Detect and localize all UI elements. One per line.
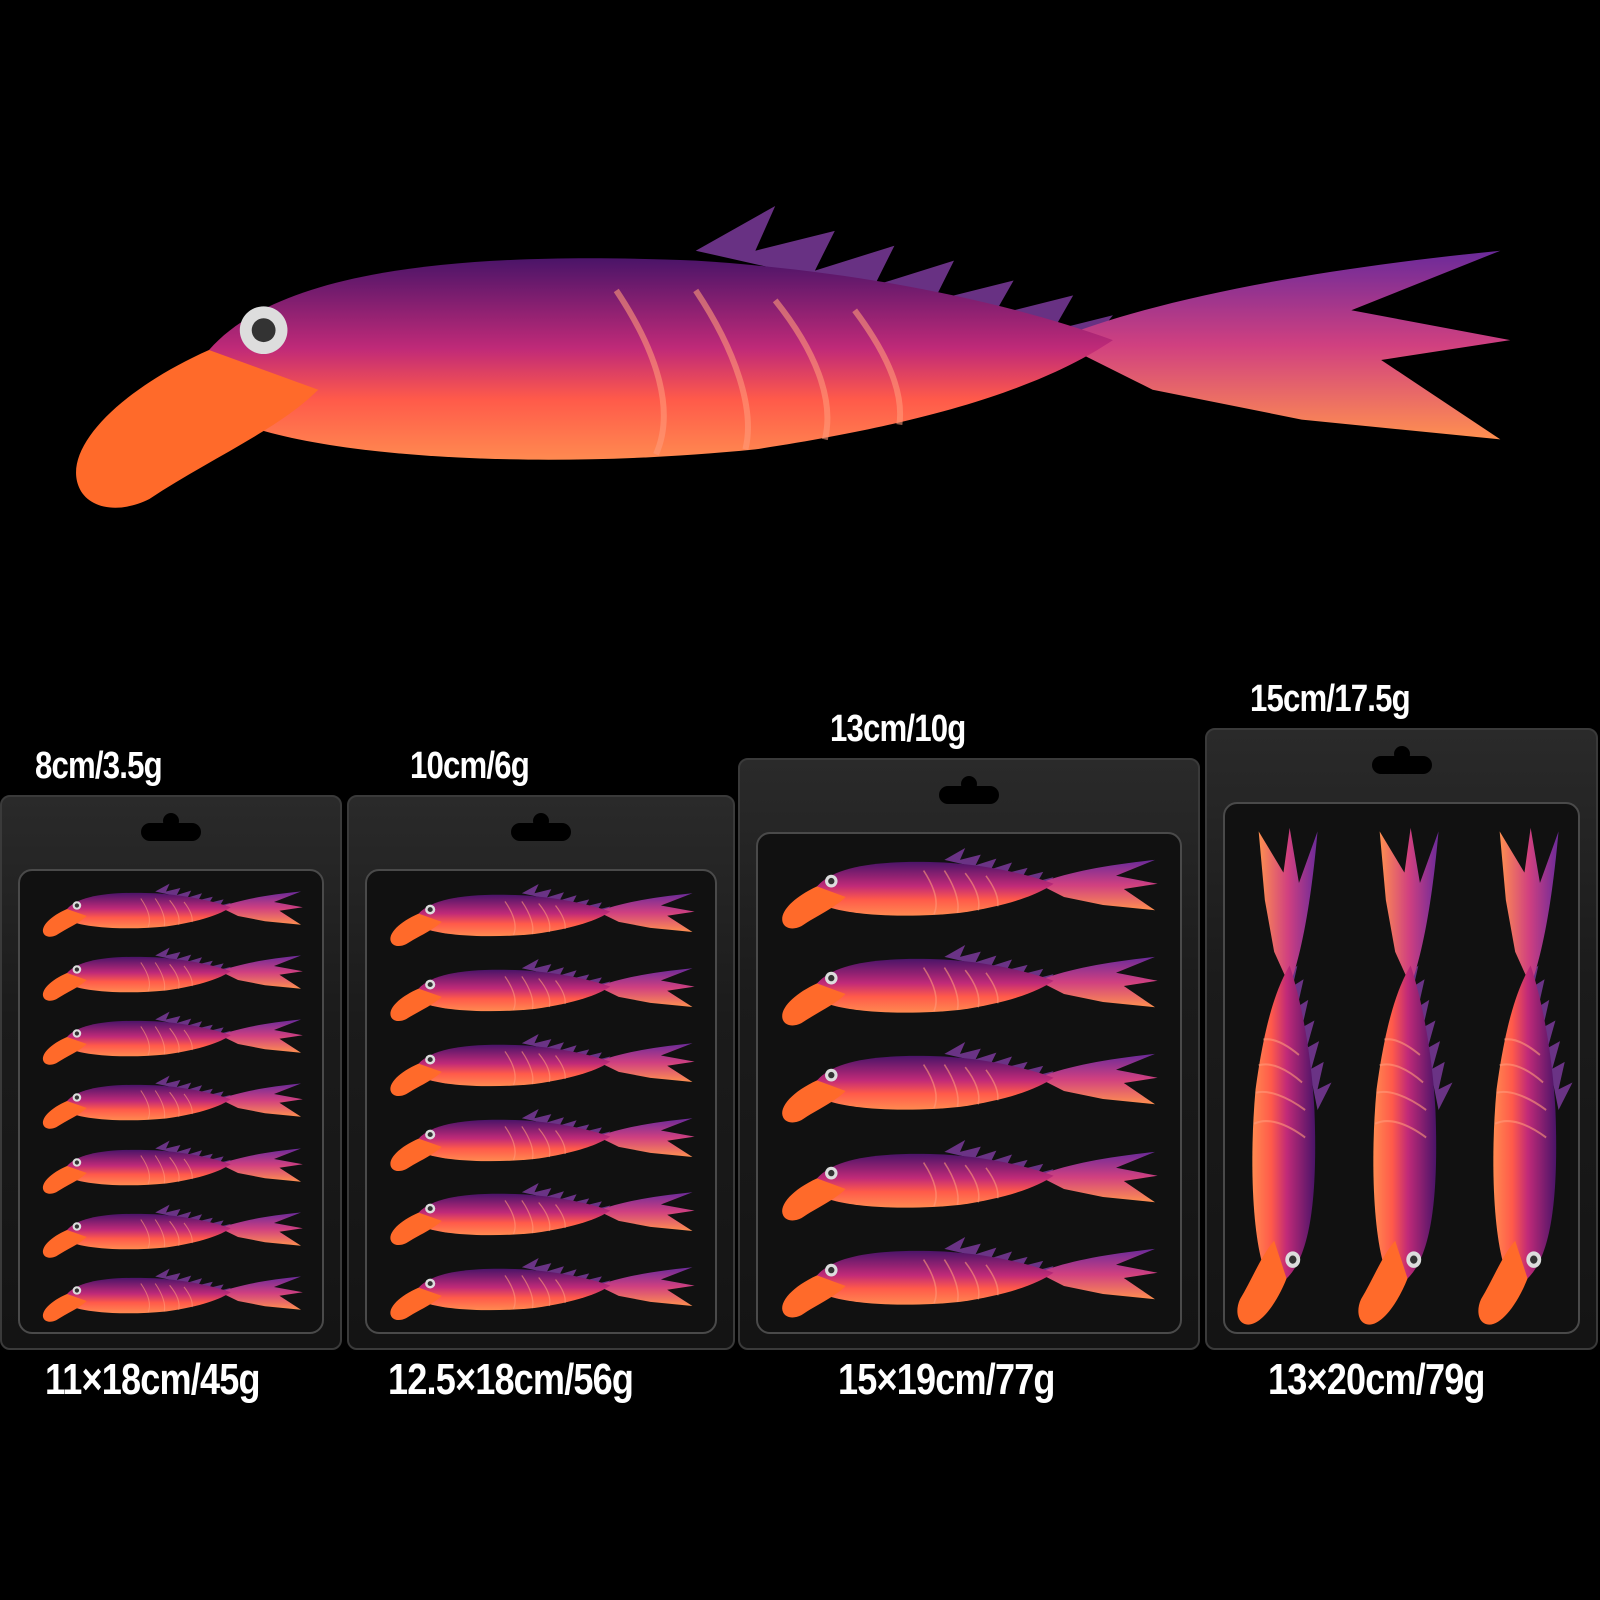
package-size-label: 12.5×18cm/56g: [388, 1355, 634, 1404]
packaged-lure: [40, 1138, 310, 1196]
lure-size-label: 15cm/17.5g: [1250, 678, 1411, 720]
blister-package: [347, 795, 735, 1350]
lure-size-label: 8cm/3.5g: [35, 745, 163, 787]
packaged-lure: [40, 1009, 310, 1067]
lure-tray: [365, 869, 717, 1334]
packaged-lure: [387, 1031, 703, 1098]
packaged-lure: [1234, 814, 1336, 1330]
hero-lure-image: [60, 190, 1550, 520]
hang-hole: [1371, 746, 1432, 774]
package-size-label: 13×20cm/79g: [1268, 1355, 1485, 1404]
packaged-lure: [1354, 814, 1456, 1330]
packaged-lure: [778, 1038, 1168, 1125]
blister-package: [1205, 728, 1598, 1350]
package-size-label: 15×19cm/77g: [838, 1355, 1055, 1404]
packaged-lure: [387, 1180, 703, 1247]
packaged-lure: [40, 1202, 310, 1260]
hang-hole: [141, 813, 201, 841]
packaged-lure: [778, 1233, 1168, 1320]
blister-package: [0, 795, 342, 1350]
blister-package: [738, 758, 1200, 1350]
packaged-lure: [387, 881, 703, 948]
packaged-lure: [387, 1255, 703, 1322]
lure-size-label: 13cm/10g: [830, 708, 966, 750]
packaged-lure: [387, 956, 703, 1023]
packaged-lure: [40, 945, 310, 1003]
lure-size-label: 10cm/6g: [410, 745, 530, 787]
lure-tray: [756, 832, 1182, 1334]
lure-tray: [18, 869, 324, 1334]
packaged-lure: [40, 1073, 310, 1131]
lure-tray: [1223, 802, 1580, 1334]
packaged-lure: [1475, 814, 1577, 1330]
packaged-lure: [40, 881, 310, 939]
packaged-lure: [778, 941, 1168, 1028]
packaged-lure: [40, 1266, 310, 1324]
hang-hole: [511, 813, 571, 841]
packaged-lure: [778, 844, 1168, 931]
package-size-label: 11×18cm/45g: [45, 1355, 260, 1404]
packaged-lure: [387, 1106, 703, 1173]
hang-hole: [939, 776, 999, 804]
packaged-lure: [778, 1136, 1168, 1223]
